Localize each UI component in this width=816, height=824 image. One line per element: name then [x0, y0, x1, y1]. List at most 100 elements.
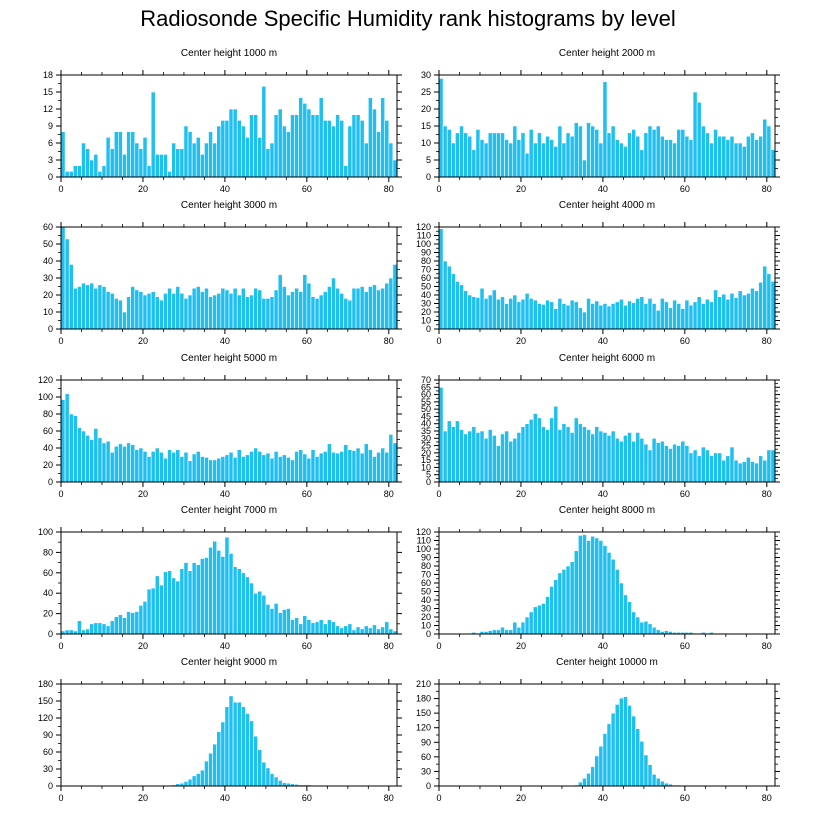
bar — [664, 301, 669, 330]
bar — [545, 299, 550, 330]
bar — [635, 432, 641, 483]
bar — [331, 125, 336, 178]
bar — [627, 132, 632, 178]
y-tick-label: 12 — [43, 104, 53, 114]
bar — [187, 778, 193, 787]
bar — [586, 429, 591, 483]
bar — [64, 171, 70, 178]
bar — [647, 623, 653, 635]
bar — [97, 171, 103, 178]
bar — [664, 445, 669, 483]
bar — [582, 159, 587, 178]
bar — [664, 630, 669, 635]
bar — [463, 433, 468, 483]
y-tick-label: 80 — [43, 547, 53, 557]
bar — [327, 286, 332, 330]
bar — [578, 535, 583, 635]
panel-title: Center height 6000 m — [559, 353, 655, 364]
bar — [171, 451, 177, 483]
bar — [631, 129, 636, 178]
bar — [643, 132, 649, 178]
bar — [200, 769, 205, 787]
bar — [290, 291, 295, 330]
bar — [586, 298, 591, 330]
bar — [602, 545, 608, 635]
bar — [245, 296, 250, 330]
bar — [512, 437, 518, 483]
bar — [126, 296, 131, 330]
bar — [85, 148, 90, 178]
bar — [212, 540, 218, 635]
bar — [212, 294, 218, 330]
y-tick-label: 100 — [416, 544, 431, 554]
x-tick-label: 80 — [384, 793, 394, 803]
bar — [150, 91, 156, 178]
bar — [520, 298, 526, 330]
bar — [204, 760, 209, 787]
bar — [97, 437, 103, 483]
bar — [496, 298, 501, 330]
y-tick-label: 65 — [421, 382, 431, 392]
bar — [606, 132, 612, 178]
bar — [594, 426, 600, 483]
bar — [359, 286, 365, 330]
bar — [623, 304, 628, 330]
bar — [273, 114, 279, 178]
y-tick-label: 0 — [426, 781, 431, 791]
bar — [335, 287, 340, 330]
bar — [676, 445, 682, 483]
bar — [508, 440, 514, 483]
bar — [294, 617, 299, 635]
bar — [105, 291, 111, 330]
y-tick-label: 150 — [416, 708, 431, 718]
bar — [363, 443, 369, 483]
y-tick-label: 50 — [421, 404, 431, 414]
bar — [438, 228, 444, 330]
bar — [257, 451, 263, 483]
bar — [240, 456, 246, 483]
bar — [483, 298, 489, 330]
bar — [368, 449, 373, 483]
bar — [281, 782, 287, 787]
bar — [537, 604, 542, 635]
bar — [688, 304, 694, 330]
bar — [220, 287, 226, 330]
bar — [327, 443, 332, 483]
bar — [335, 114, 340, 178]
bar — [438, 78, 444, 178]
bar — [236, 449, 242, 483]
bar — [245, 454, 250, 483]
bar — [281, 286, 287, 330]
y-tick-label: 150 — [38, 696, 53, 706]
bar — [77, 427, 82, 483]
bar — [81, 629, 86, 635]
bar — [762, 265, 768, 330]
x-tick-label: 60 — [302, 489, 312, 499]
y-tick-label: 180 — [416, 694, 431, 704]
bar — [224, 289, 230, 330]
x-tick-label: 40 — [220, 489, 230, 499]
bar — [85, 434, 90, 483]
bar — [545, 596, 550, 635]
bar — [191, 453, 197, 483]
bar — [471, 296, 477, 330]
y-tick-label: 0 — [426, 324, 431, 334]
bar — [77, 620, 82, 635]
bar — [380, 287, 386, 330]
bar — [467, 135, 473, 178]
bar — [471, 149, 477, 178]
bar — [537, 132, 542, 178]
bar — [725, 455, 731, 483]
bar — [138, 605, 144, 635]
bar — [606, 435, 612, 483]
bar — [594, 537, 600, 635]
bar — [631, 440, 636, 483]
chart-panel-7: Center height 7000 m 0 20 40 60 80 0 20 40 60 80 10… — [38, 505, 402, 651]
bar — [504, 303, 509, 330]
bar — [713, 289, 718, 330]
bar — [347, 623, 353, 635]
x-tick-label: 0 — [58, 184, 63, 194]
bar — [142, 137, 148, 178]
bar — [459, 125, 464, 178]
bar — [762, 118, 768, 178]
